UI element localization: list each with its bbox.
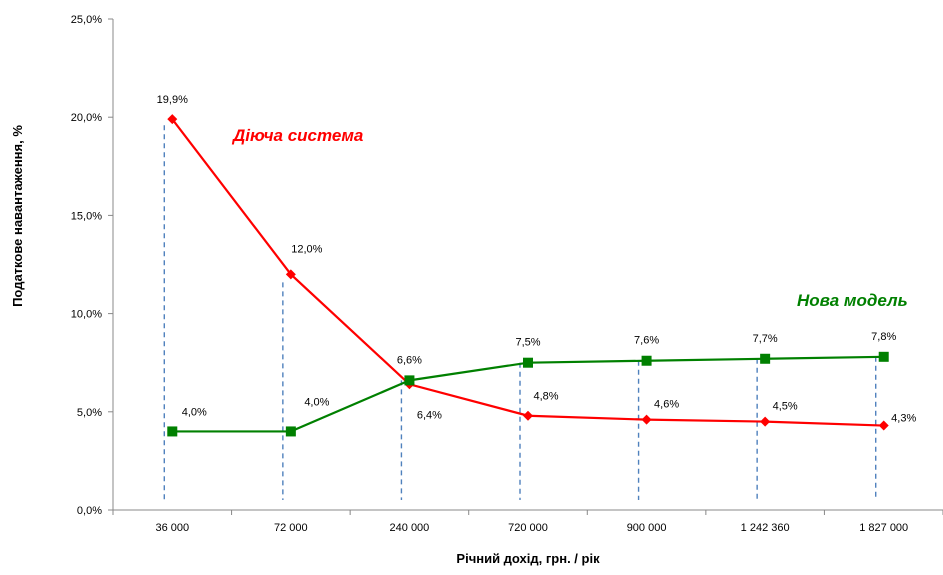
data-point <box>641 414 652 425</box>
y-axis-title: Податкове навантаження, % <box>10 125 25 307</box>
data-point <box>878 420 889 431</box>
data-point <box>167 114 178 125</box>
data-label: 6,6% <box>397 354 422 366</box>
y-tick-label: 20,0% <box>71 112 102 124</box>
x-tick-label: 900 000 <box>627 522 667 534</box>
data-point <box>878 351 889 362</box>
series-label-current-system: Діюча система <box>231 126 363 145</box>
markers <box>167 114 889 437</box>
series-line <box>171 118 884 427</box>
y-tick-label: 25,0% <box>71 14 102 26</box>
data-label: 4,5% <box>773 401 798 413</box>
series-lines <box>171 118 884 433</box>
data-point <box>523 410 533 421</box>
axes <box>112 19 943 511</box>
y-tick-label: 15,0% <box>71 210 102 222</box>
data-label: 4,8% <box>533 391 558 403</box>
data-label: 12,0% <box>291 243 322 255</box>
data-label: 4,0% <box>182 406 207 418</box>
data-point <box>760 353 771 364</box>
data-point <box>760 416 771 427</box>
drop-lines <box>163 125 877 500</box>
data-label: 6,4% <box>417 409 442 421</box>
data-label: 7,6% <box>634 335 659 347</box>
x-axis-title: Річний дохід, грн. / рік <box>456 551 600 566</box>
x-tick-label: 36 000 <box>155 522 189 534</box>
data-point <box>523 357 533 368</box>
data-label: 7,7% <box>753 333 778 345</box>
y-ticks: 0,0% 5,0% 10,0% 15,0% 20,0% 25,0% <box>71 14 113 517</box>
y-tick-label: 5,0% <box>77 407 102 419</box>
data-label: 4,3% <box>891 413 916 425</box>
data-point <box>285 426 296 437</box>
y-tick-label: 10,0% <box>71 309 102 321</box>
data-label: 7,8% <box>871 331 896 343</box>
series-label-new-model: Нова модель <box>797 291 908 310</box>
data-label: 19,9% <box>157 94 188 106</box>
x-ticks: 36 000 72 000 240 000 720 000 900 000 1 242 3… <box>112 510 943 534</box>
data-point <box>167 426 178 437</box>
x-tick-label: 1 827 000 <box>859 522 908 534</box>
y-tick-label: 0,0% <box>77 505 102 517</box>
data-label: 4,6% <box>654 399 679 411</box>
data-label: 7,5% <box>515 337 540 349</box>
data-point <box>285 269 296 280</box>
x-tick-label: 72 000 <box>274 522 308 534</box>
data-labels: 19,9% 12,0% 6,4% 4,8% 4,6% 4,5% 4,3% 4,0% 4,0% 6,… <box>157 94 917 424</box>
data-label: 4,0% <box>304 396 329 408</box>
data-point <box>641 355 652 366</box>
x-tick-label: 240 000 <box>390 522 430 534</box>
x-tick-label: 720 000 <box>508 522 548 534</box>
data-point <box>404 375 415 386</box>
x-tick-label: 1 242 360 <box>741 522 790 534</box>
